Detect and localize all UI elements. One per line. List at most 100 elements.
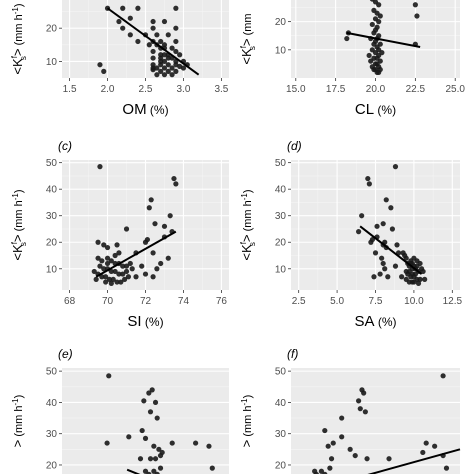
data-point bbox=[120, 25, 126, 31]
y-tick-label: 40 bbox=[275, 185, 287, 196]
panel-f: 20 30 40 50(f) > (mm h-1) bbox=[239, 347, 461, 474]
data-point bbox=[414, 13, 420, 19]
data-point bbox=[129, 266, 135, 272]
data-point bbox=[382, 266, 388, 272]
data-point bbox=[97, 263, 103, 269]
data-point bbox=[152, 399, 159, 406]
data-point bbox=[161, 223, 168, 229]
data-point bbox=[120, 271, 126, 277]
x-tick-label: 25.0 bbox=[445, 84, 465, 95]
data-point bbox=[322, 427, 328, 434]
data-point bbox=[101, 266, 107, 272]
panel-d: 2.5 5.0 7.5 10.0 12.5 10 20 30 40 50(d) SA (%) <Kfs… bbox=[239, 139, 462, 330]
x-axis-label: OM (%) bbox=[122, 101, 168, 118]
x-tick-label: 1.5 bbox=[63, 84, 77, 95]
data-point bbox=[114, 279, 120, 285]
data-point bbox=[352, 452, 358, 459]
data-point bbox=[114, 242, 120, 248]
data-point bbox=[146, 471, 152, 474]
y-tick-label: 50 bbox=[46, 367, 58, 378]
data-point bbox=[146, 205, 152, 211]
data-point bbox=[157, 452, 164, 459]
data-point bbox=[403, 276, 409, 282]
data-point bbox=[127, 15, 133, 21]
y-tick-label: 40 bbox=[275, 398, 287, 409]
data-point bbox=[377, 66, 383, 73]
data-point bbox=[371, 274, 377, 280]
data-point bbox=[146, 390, 152, 396]
data-point bbox=[415, 280, 422, 286]
data-point bbox=[104, 244, 111, 251]
data-point bbox=[389, 226, 395, 232]
data-point bbox=[385, 274, 391, 280]
y-tick-label: 40 bbox=[46, 398, 58, 409]
x-tick-label: 74 bbox=[178, 296, 190, 307]
data-point bbox=[158, 38, 164, 45]
y-tick-label: 10 bbox=[46, 57, 58, 68]
data-point bbox=[165, 68, 171, 74]
data-point bbox=[97, 62, 103, 68]
data-point bbox=[366, 181, 372, 187]
data-point bbox=[318, 468, 325, 474]
data-point bbox=[106, 373, 112, 379]
data-point bbox=[148, 197, 154, 203]
panel-c: 68 70 72 74 76 10 20 30 40 50(c) SI (%) <Kfs> (mm h… bbox=[10, 139, 229, 330]
data-point bbox=[392, 263, 399, 269]
x-tick-label: 2.5 bbox=[139, 84, 153, 95]
data-point bbox=[139, 263, 145, 269]
data-point bbox=[374, 223, 380, 229]
data-point bbox=[150, 48, 156, 55]
data-point bbox=[167, 213, 173, 219]
y-tick-label: 10 bbox=[275, 45, 287, 56]
data-point bbox=[126, 434, 132, 440]
data-point bbox=[142, 271, 149, 277]
data-point bbox=[154, 72, 160, 78]
data-point bbox=[110, 276, 116, 282]
data-point bbox=[146, 42, 152, 48]
data-point bbox=[417, 260, 423, 267]
data-point bbox=[135, 5, 141, 11]
data-point bbox=[330, 440, 336, 446]
y-axis-label: > (mm h-1) bbox=[10, 395, 25, 448]
x-axis-label: SA (%) bbox=[354, 313, 396, 330]
data-point bbox=[400, 250, 406, 256]
y-tick-label: 30 bbox=[275, 429, 287, 440]
data-point bbox=[112, 268, 118, 275]
data-point bbox=[173, 25, 179, 31]
plot-area bbox=[291, 368, 460, 474]
data-point bbox=[95, 239, 101, 245]
data-point bbox=[152, 221, 158, 227]
data-point bbox=[147, 409, 154, 415]
y-tick-label: 20 bbox=[275, 460, 287, 471]
data-point bbox=[173, 5, 179, 11]
data-point bbox=[133, 274, 139, 280]
data-point bbox=[369, 21, 375, 28]
data-point bbox=[388, 205, 394, 211]
data-point bbox=[112, 252, 118, 259]
data-point bbox=[369, 236, 376, 243]
data-point bbox=[356, 398, 362, 404]
data-point bbox=[108, 280, 114, 286]
y-tick-label: 50 bbox=[46, 158, 58, 169]
data-point bbox=[380, 260, 386, 267]
data-point bbox=[150, 55, 156, 61]
data-point bbox=[206, 443, 212, 449]
data-point bbox=[420, 268, 426, 275]
panel-b: 15.017.520.022.525.0102030CL (%)<Kfs> (m… bbox=[239, 0, 465, 118]
data-point bbox=[127, 260, 133, 267]
data-point bbox=[123, 268, 130, 275]
data-point bbox=[177, 63, 183, 69]
data-point bbox=[377, 271, 383, 277]
data-point bbox=[379, 50, 385, 56]
y-axis-label: <Kfs> (mm bbox=[239, 13, 257, 64]
x-tick-label: 3.0 bbox=[177, 84, 191, 95]
data-point bbox=[97, 164, 103, 170]
data-point bbox=[171, 175, 177, 182]
x-tick-label: 2.5 bbox=[292, 296, 306, 307]
data-point bbox=[356, 229, 362, 235]
data-point bbox=[104, 440, 110, 446]
data-point bbox=[142, 435, 149, 441]
data-point bbox=[394, 242, 400, 248]
regression-line bbox=[95, 230, 177, 278]
